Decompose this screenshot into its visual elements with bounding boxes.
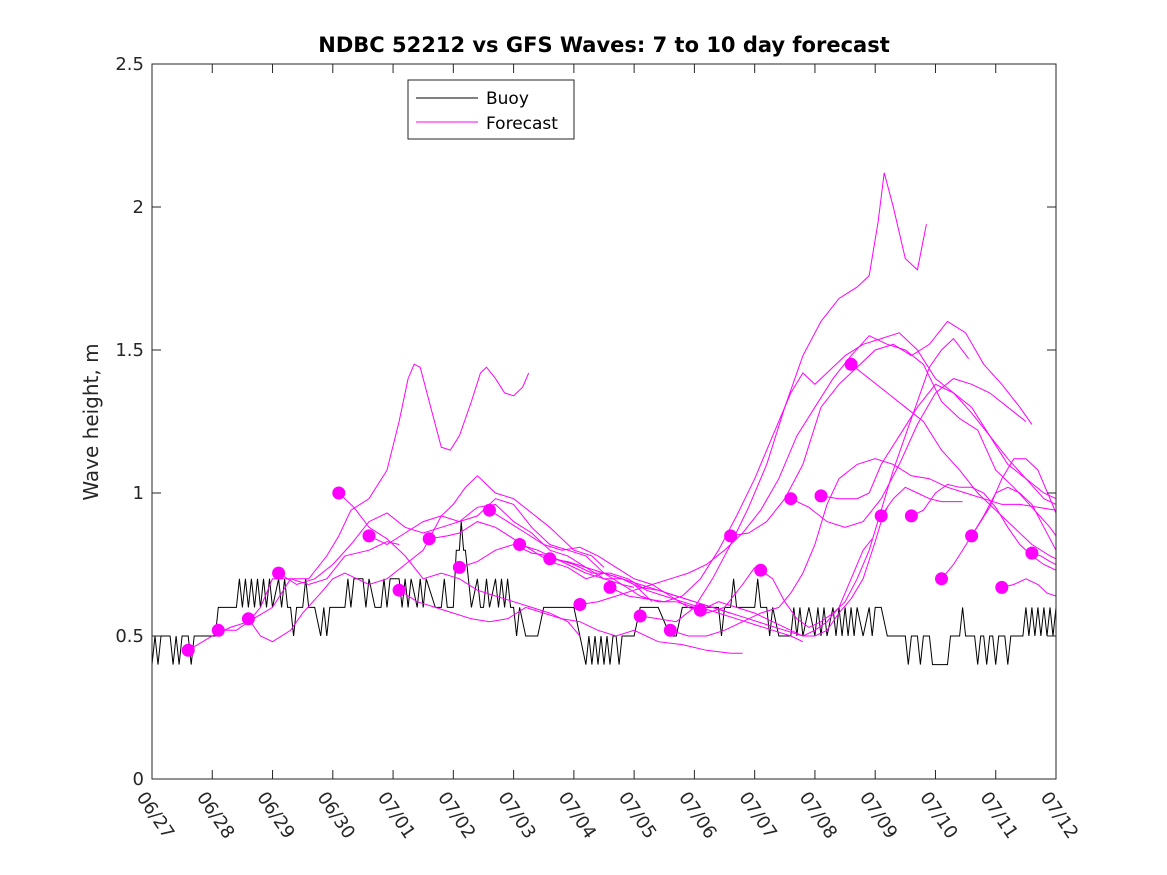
forecast-marker-5 bbox=[332, 486, 346, 500]
y-tick-label: 1.5 bbox=[115, 340, 144, 361]
forecast-marker-2 bbox=[211, 623, 225, 637]
forecast-marker-15 bbox=[633, 609, 647, 623]
forecast-marker-19 bbox=[754, 563, 768, 577]
forecast-line-26 bbox=[971, 486, 1056, 551]
forecast-marker-18 bbox=[724, 529, 738, 543]
forecast-marker-8 bbox=[422, 532, 436, 546]
forecast-marker-9 bbox=[452, 560, 466, 574]
forecast-line-3 bbox=[247, 475, 605, 643]
legend-label-buoy: Buoy bbox=[486, 89, 529, 109]
forecast-line-19 bbox=[760, 337, 969, 628]
legend-label-forecast: Forecast bbox=[486, 114, 558, 134]
y-tick-label: 2.5 bbox=[115, 54, 144, 75]
forecast-line-25 bbox=[941, 458, 1056, 580]
forecast-marker-28 bbox=[1025, 546, 1039, 560]
forecast-line-13 bbox=[579, 335, 1056, 605]
forecast-line-1 bbox=[187, 541, 400, 651]
forecast-line-23 bbox=[880, 486, 963, 517]
y-tick-label: 2 bbox=[133, 197, 144, 218]
forecast-marker-16 bbox=[663, 623, 677, 637]
forecast-marker-24 bbox=[904, 509, 918, 523]
forecast-marker-4 bbox=[272, 566, 286, 580]
forecast-marker-6 bbox=[362, 529, 376, 543]
forecast-marker-22 bbox=[844, 357, 858, 371]
forecast-line-16 bbox=[670, 458, 1056, 637]
legend: Buoy Forecast bbox=[407, 79, 575, 140]
plot-area bbox=[152, 172, 1056, 666]
forecast-marker-23 bbox=[874, 509, 888, 523]
forecast-marker-11 bbox=[513, 538, 527, 551]
buoy-line bbox=[152, 521, 1056, 666]
chart-title: NDBC 52212 vs GFS Waves: 7 to 10 day for… bbox=[318, 33, 889, 57]
axes-frame bbox=[151, 63, 1057, 780]
forecast-marker-13 bbox=[573, 598, 587, 611]
forecast-line-22 bbox=[850, 363, 1056, 560]
forecast-line-20 bbox=[790, 378, 1027, 528]
y-axis-label: Wave height, m bbox=[79, 343, 103, 500]
forecast-marker-26 bbox=[965, 529, 979, 543]
forecast-line-5 bbox=[338, 492, 581, 637]
y-tick-label: 0.5 bbox=[115, 626, 144, 647]
forecast-line-17 bbox=[700, 538, 873, 637]
legend-box bbox=[407, 79, 575, 140]
forecast-line-10 bbox=[489, 509, 756, 614]
forecast-marker-14 bbox=[603, 580, 617, 594]
forecast-marker-7 bbox=[392, 583, 406, 597]
forecast-line-27 bbox=[1001, 578, 1056, 597]
forecast-line-21 bbox=[820, 383, 1056, 505]
forecast-marker-10 bbox=[483, 503, 496, 517]
forecast-marker-12 bbox=[543, 552, 557, 566]
forecast-marker-27 bbox=[995, 580, 1009, 594]
y-tick-label: 0 bbox=[133, 769, 144, 790]
forecast-marker-21 bbox=[814, 489, 828, 503]
forecast-marker-1 bbox=[181, 643, 195, 657]
forecast-marker-20 bbox=[784, 492, 798, 506]
plot-series-group bbox=[152, 172, 1056, 666]
y-tick-label: 1 bbox=[133, 483, 144, 504]
forecast-marker-25 bbox=[935, 572, 948, 586]
forecast-marker-3 bbox=[241, 612, 255, 626]
forecast-line-15 bbox=[640, 172, 927, 623]
forecast-line-18 bbox=[730, 320, 1033, 537]
forecast-marker-17 bbox=[693, 603, 707, 617]
forecast-line-7 bbox=[398, 589, 743, 654]
forecast-line-14 bbox=[609, 332, 1056, 603]
forecast-line-11 bbox=[519, 544, 804, 643]
